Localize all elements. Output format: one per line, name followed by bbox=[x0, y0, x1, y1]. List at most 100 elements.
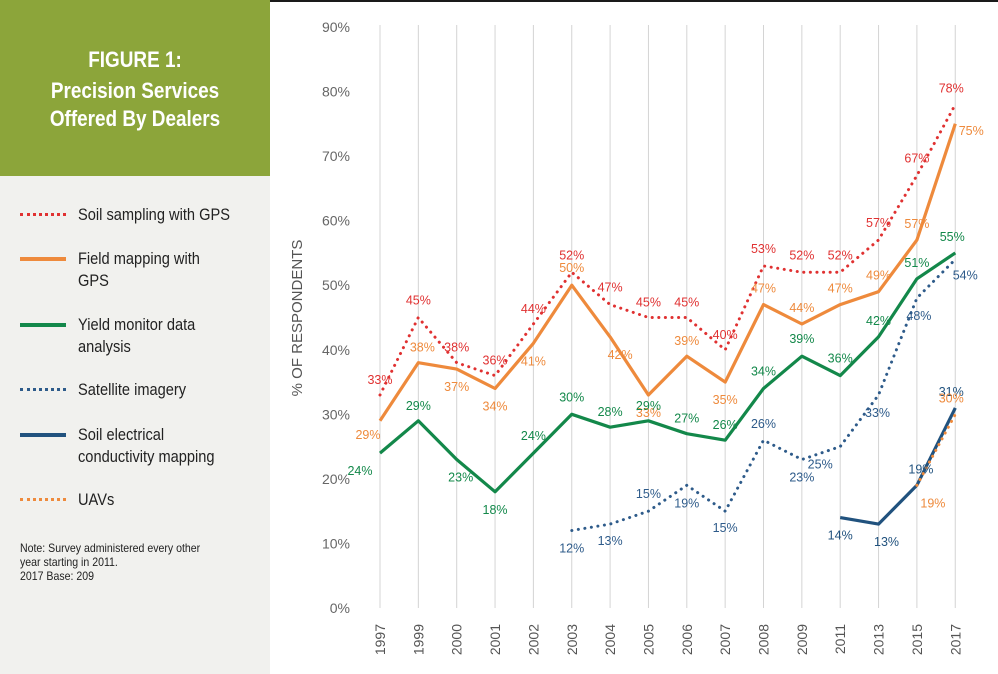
figure-label: FIGURE 1: bbox=[88, 47, 182, 72]
data-label-satellite-imagery: 23% bbox=[789, 471, 814, 485]
y-tick-label: 90% bbox=[322, 19, 350, 35]
x-tick-label: 2005 bbox=[640, 624, 656, 655]
data-label-field-mapping-with-gps: 50% bbox=[559, 261, 584, 275]
data-label-soil-sampling-with-gps: 67% bbox=[904, 151, 929, 165]
data-label-layer: 33%45%38%36%44%52%47%45% 45%40%53% 52% 52%5… bbox=[347, 81, 983, 555]
data-label-soil-sampling-with-gps: 38% bbox=[444, 341, 469, 355]
y-tick-label: 30% bbox=[322, 406, 350, 422]
x-tick-label: 2006 bbox=[679, 624, 695, 655]
data-label-soil-sampling-with-gps: 52% bbox=[789, 248, 814, 262]
data-label-yield-monitor-data-analysis: 24% bbox=[521, 429, 546, 443]
data-label-soil-sampling-with-gps: 45% bbox=[406, 294, 431, 308]
y-tick-label: 60% bbox=[322, 213, 350, 229]
data-label-satellite-imagery: 19% bbox=[674, 496, 699, 510]
data-label-satellite-imagery: 15% bbox=[713, 521, 738, 535]
data-label-soil-electrical-conductivity-mapping: 13% bbox=[874, 535, 899, 549]
x-tick-label: 2001 bbox=[487, 624, 503, 655]
y-tick-label: 10% bbox=[322, 535, 350, 551]
y-tick-label: 40% bbox=[322, 342, 350, 358]
legend-swatch-satellite bbox=[20, 388, 66, 391]
x-tick-label: 1999 bbox=[410, 624, 426, 655]
data-label-field-mapping-with-gps: 39% bbox=[674, 334, 699, 348]
legend-swatch-soil-sampling bbox=[20, 213, 66, 216]
data-label-soil-sampling-with-gps: 52% bbox=[559, 248, 584, 262]
data-label-yield-monitor-data-analysis: 34% bbox=[751, 365, 776, 379]
x-tick-label: 2000 bbox=[449, 624, 465, 655]
y-axis-title: % OF RESPONDENTS bbox=[289, 240, 306, 397]
data-label-yield-monitor-data-analysis: 30% bbox=[559, 390, 584, 404]
data-label-soil-sampling-with-gps: 47% bbox=[598, 281, 623, 295]
data-label-yield-monitor-data-analysis: 29% bbox=[406, 399, 431, 413]
data-label-yield-monitor-data-analysis: 42% bbox=[866, 314, 891, 328]
legend-label-line: GPS bbox=[78, 271, 109, 290]
x-tick-label: 2017 bbox=[947, 624, 963, 655]
legend-label-line: Soil sampling with GPS bbox=[78, 205, 230, 224]
series-layer bbox=[378, 103, 957, 532]
x-tick-label: 2011 bbox=[832, 624, 848, 654]
data-label-soil-sampling-with-gps: 53% bbox=[751, 242, 776, 256]
legend-label-line: conductivity mapping bbox=[78, 447, 215, 466]
legend-label-satellite: Satellite imagery bbox=[78, 379, 267, 401]
legend-label-line: Field mapping with bbox=[78, 249, 200, 268]
data-label-field-mapping-with-gps: 29% bbox=[355, 428, 380, 442]
x-tick-label: 2004 bbox=[602, 624, 618, 655]
data-label-soil-electrical-conductivity-mapping: 14% bbox=[828, 529, 853, 543]
data-label-field-mapping-with-gps: 37% bbox=[444, 380, 469, 394]
data-label-soil-sampling-with-gps: 40% bbox=[713, 328, 738, 342]
data-label-soil-sampling-with-gps: 45% bbox=[636, 296, 661, 310]
legend-label-line: Satellite imagery bbox=[78, 380, 187, 399]
note-line: 2017 Base: 209 bbox=[20, 569, 94, 583]
y-tick-label: 80% bbox=[322, 84, 350, 100]
figure-title-line2: Offered By Dealers bbox=[49, 106, 221, 131]
data-label-satellite-imagery: 54% bbox=[953, 268, 978, 282]
data-label-soil-sampling-with-gps: 57% bbox=[866, 216, 891, 230]
x-tick-label: 2009 bbox=[794, 624, 810, 655]
series-line-satellite-imagery bbox=[570, 257, 957, 532]
legend-swatch-uavs bbox=[20, 498, 66, 501]
data-label-satellite-imagery: 15% bbox=[636, 487, 661, 501]
legend-swatch-field-mapping bbox=[20, 257, 66, 261]
data-label-yield-monitor-data-analysis: 28% bbox=[598, 405, 623, 419]
y-tick-label: 20% bbox=[322, 471, 350, 487]
x-tick-label: 2008 bbox=[756, 624, 772, 655]
data-label-soil-sampling-with-gps: 36% bbox=[483, 354, 508, 368]
data-label-yield-monitor-data-analysis: 29% bbox=[636, 399, 661, 413]
legend-label-field-mapping: Field mapping with GPS bbox=[78, 248, 267, 292]
data-label-yield-monitor-data-analysis: 26% bbox=[713, 418, 738, 432]
series-line-yield-monitor-data-analysis bbox=[378, 251, 957, 494]
series-line-soil-electrical-conductivity-mapping bbox=[839, 407, 957, 526]
x-tick-label: 2007 bbox=[717, 624, 733, 655]
data-label-field-mapping-with-gps: 47% bbox=[828, 282, 853, 296]
note-line: year starting in 2011. bbox=[20, 555, 118, 569]
data-label-field-mapping-with-gps: 49% bbox=[866, 269, 891, 283]
top-rule bbox=[270, 0, 998, 2]
data-label-field-mapping-with-gps: 34% bbox=[483, 400, 508, 414]
data-label-yield-monitor-data-analysis: 36% bbox=[828, 352, 853, 366]
legend-label-line: Soil electrical bbox=[78, 425, 165, 444]
data-label-soil-sampling-with-gps: 44% bbox=[521, 302, 546, 316]
line-chart: 1997 1999 2000 2001 2002 2003 2004 2005 2006 2007… bbox=[289, 19, 984, 655]
data-label-satellite-imagery: 13% bbox=[598, 534, 623, 548]
data-label-uavs: 19% bbox=[920, 496, 945, 510]
x-tick-label: 2003 bbox=[564, 624, 580, 655]
data-label-field-mapping-with-gps: 35% bbox=[713, 393, 738, 407]
legend-swatch-yield-monitor bbox=[20, 323, 66, 327]
data-label-field-mapping-with-gps: 38% bbox=[410, 341, 435, 355]
y-tick-label: 0% bbox=[330, 600, 350, 616]
x-tick-label: 2015 bbox=[909, 624, 925, 655]
axis-layer: 1997 1999 2000 2001 2002 2003 2004 2005 2006 2007… bbox=[289, 19, 963, 655]
data-label-field-mapping-with-gps: 42% bbox=[608, 348, 633, 362]
series-line-uavs bbox=[915, 412, 957, 487]
data-label-yield-monitor-data-analysis: 39% bbox=[789, 332, 814, 346]
data-label-soil-electrical-conductivity-mapping: 31% bbox=[939, 385, 964, 399]
survey-note: Note: Survey administered every other ye… bbox=[20, 541, 240, 583]
y-tick-label: 50% bbox=[322, 277, 350, 293]
y-tick-label: 70% bbox=[322, 148, 350, 164]
data-label-field-mapping-with-gps: 75% bbox=[959, 124, 984, 138]
data-label-satellite-imagery: 33% bbox=[865, 406, 890, 420]
data-label-soil-electrical-conductivity-mapping: 19% bbox=[908, 462, 933, 476]
data-label-satellite-imagery: 25% bbox=[808, 458, 833, 472]
data-label-field-mapping-with-gps: 33% bbox=[636, 406, 661, 420]
sidebar-panel: FIGURE 1: Precision Services Offered By … bbox=[0, 0, 270, 674]
legend-swatch-soil-ec bbox=[20, 433, 66, 437]
